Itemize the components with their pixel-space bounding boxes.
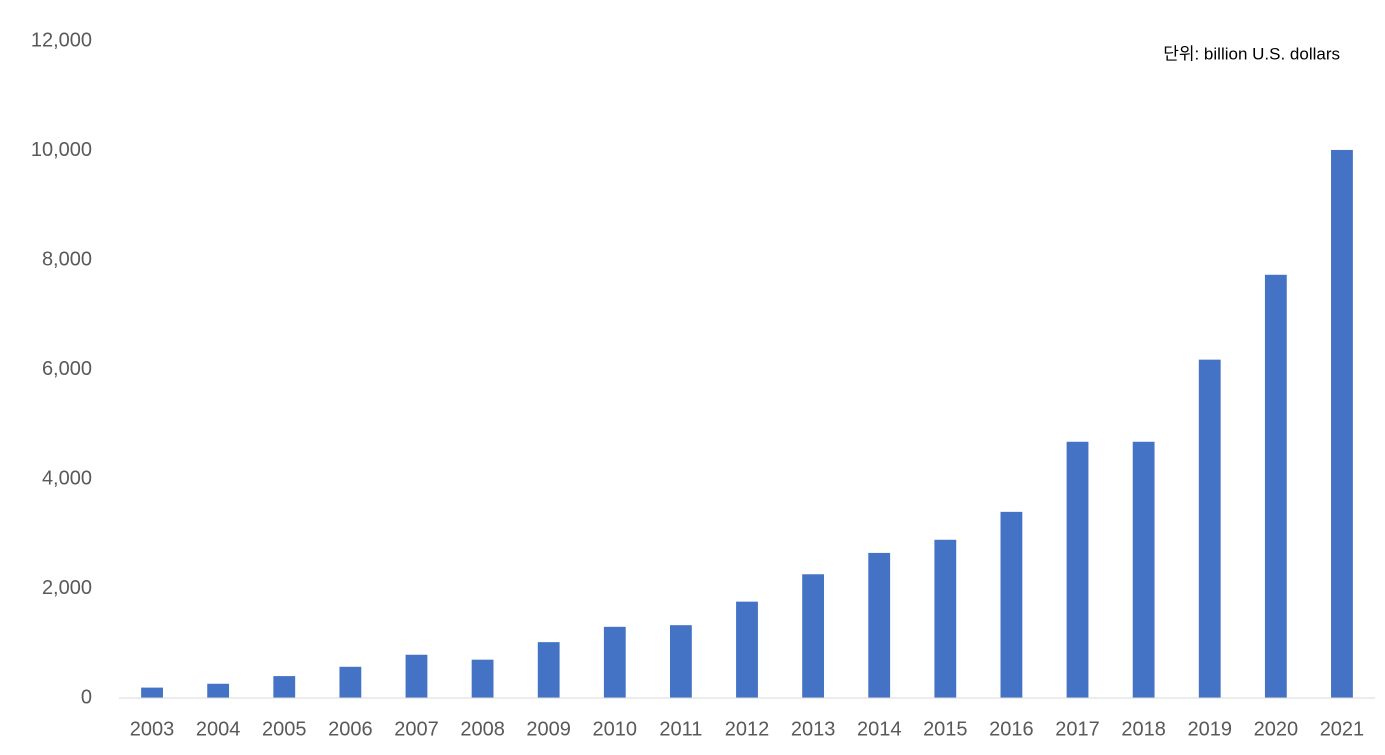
bar <box>1198 359 1221 698</box>
bar <box>207 683 230 698</box>
y-tick-label: 8,000 <box>42 248 92 270</box>
x-tick-label: 2013 <box>791 718 836 740</box>
bar <box>603 626 626 698</box>
x-tick-label: 2015 <box>923 718 968 740</box>
bar <box>1132 441 1155 698</box>
x-tick-label: 2006 <box>328 718 373 740</box>
x-tick-label: 2018 <box>1121 718 1166 740</box>
x-tick-label: 2008 <box>460 718 505 740</box>
x-tick-label: 2012 <box>725 718 770 740</box>
x-tick-label: 2010 <box>593 718 638 740</box>
bar <box>537 642 560 698</box>
x-tick-label: 2021 <box>1320 718 1365 740</box>
bar <box>1000 511 1023 698</box>
y-tick-label: 0 <box>81 686 92 708</box>
bar <box>273 676 296 698</box>
bar <box>868 552 891 698</box>
x-tick-label: 2003 <box>130 718 175 740</box>
bar <box>471 659 494 698</box>
bar <box>736 601 758 698</box>
bar <box>339 666 362 698</box>
bar <box>669 625 692 698</box>
y-tick-label: 4,000 <box>42 467 92 489</box>
y-tick-label: 12,000 <box>31 29 92 51</box>
x-tick-label: 2019 <box>1187 718 1232 740</box>
bar <box>802 574 825 698</box>
bar <box>1066 441 1089 698</box>
unit-annotation: 단위: billion U.S. dollars <box>1163 44 1340 63</box>
bar <box>1264 274 1287 698</box>
y-tick-label: 6,000 <box>42 358 92 380</box>
x-tick-label: 2009 <box>526 718 571 740</box>
bar <box>934 539 957 698</box>
x-tick-label: 2004 <box>196 718 241 740</box>
x-tick-label: 2011 <box>659 718 702 740</box>
x-tick-label: 2017 <box>1055 718 1100 740</box>
x-tick-label: 2016 <box>989 718 1034 740</box>
bar <box>405 654 428 698</box>
y-tick-label: 10,000 <box>31 139 92 161</box>
x-tick-label: 2007 <box>394 718 439 740</box>
x-tick-label: 2005 <box>262 718 307 740</box>
bar <box>141 687 163 698</box>
bar <box>1331 149 1353 698</box>
x-tick-label: 2020 <box>1254 718 1299 740</box>
x-tick-label: 2014 <box>857 718 902 740</box>
y-tick-label: 2,000 <box>42 577 92 599</box>
